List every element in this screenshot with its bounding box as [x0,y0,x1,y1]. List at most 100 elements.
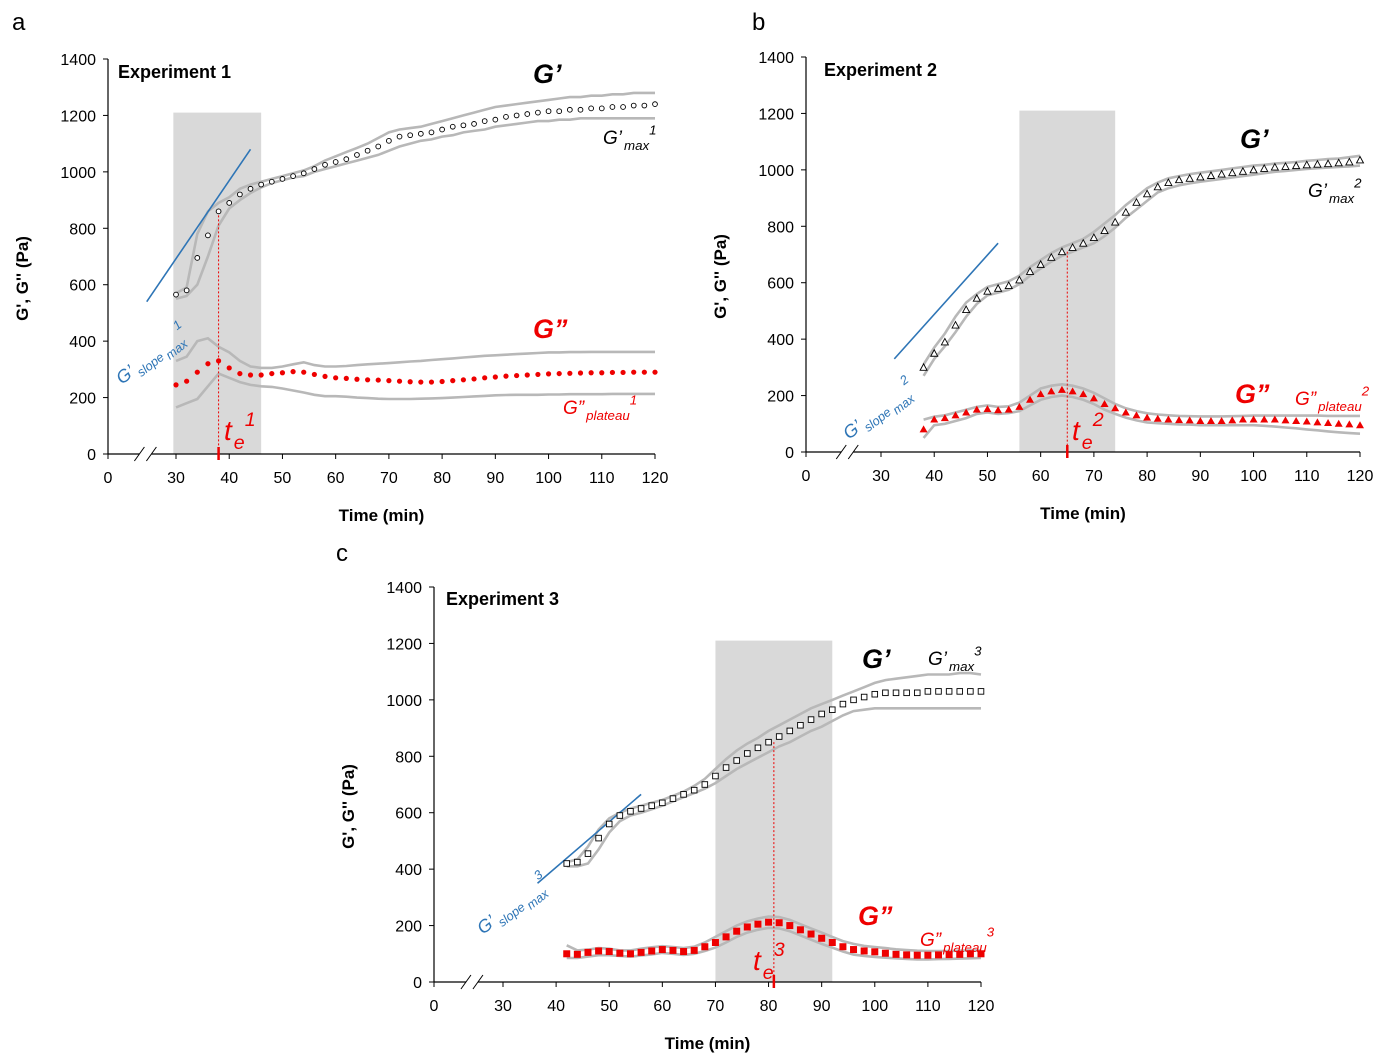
gprime-point [972,293,982,302]
gprime-label: G’ [533,59,562,89]
x-tick-label: 30 [494,998,512,1015]
svg-text:G”plateau3: G” plateau3 [920,925,995,956]
x-axis-label: Time (min) [665,1034,751,1053]
gdouble-point [1100,400,1109,408]
gdouble-point [1292,416,1301,424]
chart-title: Experiment 3 [446,589,559,609]
gprime-point [1323,159,1333,168]
x-tick-label: 90 [1191,468,1209,485]
gprime-point [616,812,624,819]
gdouble-point [1270,415,1279,423]
x-tick-label: 60 [1032,468,1050,485]
y-tick-label: 1400 [386,580,422,597]
gprime-point [1078,238,1088,247]
x-tick-label: 70 [380,470,398,487]
gdouble-point [892,950,900,958]
gdouble-point [1015,402,1024,410]
gplateau-label: G” plateau1 [563,393,637,424]
gdouble-point [584,948,592,956]
gprime-point [311,166,318,172]
gdouble-point [807,930,815,938]
y-tick-label: 400 [395,862,422,879]
gdouble-point [648,947,656,955]
chart-title: Experiment 1 [118,62,231,82]
gdouble-point [994,406,1003,414]
gprime-point [460,122,467,129]
y-tick-label: 1000 [60,165,96,182]
gprime-point [690,786,698,794]
gplateau-label: G” plateau2 [1295,384,1370,415]
gprime-point [892,689,900,697]
gprime-point [332,159,339,165]
gprime-point [1015,275,1024,284]
gprime-point [935,688,942,695]
y-tick-label: 400 [767,332,794,349]
axis-break-mark [460,974,472,990]
slope-line [893,242,999,360]
gdouble-point [535,371,541,378]
gdouble-point [247,372,254,378]
gdouble-point [184,378,190,384]
gprime-point [205,232,211,239]
gprime-band-lower [566,706,981,868]
x-tick-label: 110 [915,998,941,1015]
gprime-point [967,688,974,695]
x-tick-label: 50 [274,470,292,487]
gprime-point [588,105,594,112]
gdouble-point [482,375,488,381]
gprime-point [300,170,307,177]
gprime-point [652,101,658,107]
gprime-point [701,781,709,788]
gdouble-point [471,376,477,382]
axis-break-mark [472,974,484,990]
gprime-point [733,757,740,764]
gprime-point [1259,163,1269,172]
svg-text:G”plateau1: G” plateau1 [563,393,637,424]
gdouble-point [775,919,783,927]
gdouble-point [577,370,584,376]
gprime-point [786,727,794,735]
gprime-point [1217,169,1226,178]
gprime-point [1355,155,1365,164]
gdouble-point [290,369,296,375]
gprime-point [545,108,552,115]
gdouble-point [1249,415,1258,423]
gprime-point [226,200,233,206]
gprime-point [669,795,677,802]
gprime-point [407,132,414,139]
gdouble-band-upper [175,336,655,370]
y-tick-label: 800 [767,219,794,236]
gdouble-point [701,943,709,951]
gdouble-point [828,939,836,946]
gdouble-band-lower [922,394,1361,439]
x-tick-label: 0 [104,470,113,487]
axis-break-gap [139,451,152,457]
gprime-point [1004,281,1013,289]
gdouble-point [1068,387,1077,395]
gprime-point [775,733,783,740]
gprime-point [492,116,499,123]
gdouble-point [620,369,626,376]
gdouble-point [450,378,456,384]
gdouble-point [1036,390,1045,398]
gprime-point [956,688,964,695]
y-tick-label: 1400 [60,52,96,69]
gdouble-point [194,369,200,375]
gdouble-point [605,948,613,956]
gprime-point [1185,173,1194,182]
gprime-label: G’ [1240,124,1269,154]
gdouble-point [956,950,964,958]
gprime-point [343,156,350,163]
gdouble-point [311,371,317,378]
gdouble-point [786,922,794,930]
gdouble-point [754,920,762,928]
gprime-point [680,791,687,798]
gdouble-point [1153,414,1162,422]
gprime-point [829,706,836,713]
gdouble-label: G” [533,314,568,344]
gprime-point [1132,197,1141,206]
gdouble-point [226,365,232,371]
gprime-point [1228,168,1237,177]
gprime-point [258,181,265,188]
